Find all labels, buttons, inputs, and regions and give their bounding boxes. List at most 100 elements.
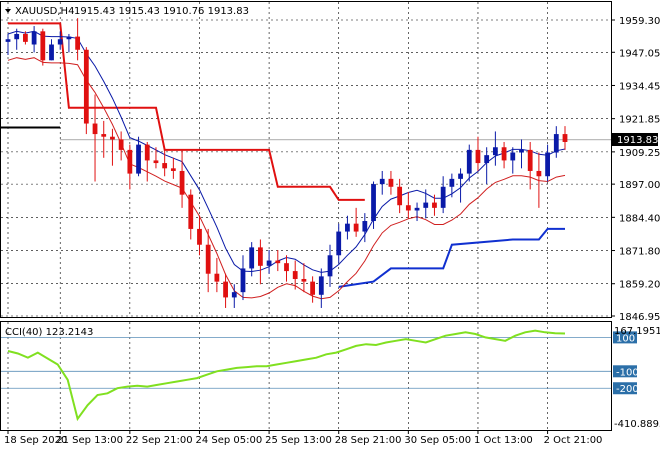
price-tick-label: 1947.05 <box>619 48 660 59</box>
candle-body <box>92 123 98 135</box>
candle-body <box>144 144 150 161</box>
dropdown-triangle-icon[interactable] <box>5 9 11 13</box>
time-tick-label: 1 Oct 13:00 <box>474 435 533 446</box>
candle-body <box>510 152 516 161</box>
candle <box>284 255 289 282</box>
candle <box>101 120 107 158</box>
candle-body <box>23 33 28 42</box>
price-tick-label: 1897.00 <box>619 180 660 191</box>
candle <box>519 139 524 169</box>
candle-body <box>257 247 263 266</box>
candle-body <box>458 173 463 179</box>
candle <box>353 207 359 237</box>
candle <box>83 47 89 135</box>
candle-body <box>362 221 368 232</box>
candle <box>423 189 429 219</box>
candle-body <box>405 205 411 211</box>
time-tick-label: 24 Sep 05:00 <box>195 435 262 446</box>
cci-label: CCI(40) 123.2143 <box>5 327 93 338</box>
candle-body <box>14 33 20 40</box>
time-tick-label: 22 Sep 21:00 <box>126 435 193 446</box>
cci-level-tag <box>613 331 637 344</box>
current-price-label: 1913.83 <box>617 135 658 146</box>
candle <box>223 273 228 308</box>
candle-body <box>327 255 333 277</box>
candle-body <box>223 281 228 298</box>
cci-level-tag <box>613 365 637 378</box>
candle <box>136 136 141 177</box>
time-tick-label: 28 Sep 21:00 <box>335 435 402 446</box>
candle-body <box>110 136 115 140</box>
candle-body <box>66 36 72 40</box>
candle-body <box>284 263 289 272</box>
candle-body <box>83 49 89 124</box>
time-tick-label: 25 Sep 13:00 <box>265 435 332 446</box>
candle-body <box>5 39 11 42</box>
candle <box>432 194 437 216</box>
candle-body <box>553 134 559 153</box>
candle-body <box>492 147 498 156</box>
price-tick-label: 1846.95 <box>619 312 660 323</box>
stop-line-down <box>8 22 365 201</box>
symbol-label: XAUUSD,H4 <box>15 6 74 17</box>
candle-body <box>57 39 63 45</box>
candle-body <box>562 134 568 142</box>
candle <box>231 284 237 308</box>
candle <box>144 141 150 182</box>
candle <box>214 257 220 293</box>
price-tick-label: 1921.85 <box>619 115 660 126</box>
cci-line <box>7 329 566 422</box>
candle <box>301 263 307 293</box>
candle <box>249 242 255 277</box>
candle-body <box>136 144 141 174</box>
candle <box>179 149 185 208</box>
time-tick-label: 2 Oct 21:00 <box>544 435 603 446</box>
candle <box>510 147 516 174</box>
candle-body <box>240 268 246 293</box>
candle <box>310 276 316 303</box>
cci-levels: 100 -100 -200 <box>1 331 639 395</box>
candle <box>23 31 28 45</box>
cci-level-tag <box>613 382 637 395</box>
candle-body <box>292 271 298 279</box>
candle <box>40 28 46 66</box>
candle <box>127 144 133 190</box>
candle <box>405 192 411 219</box>
candle-body <box>170 168 176 171</box>
candle <box>197 215 202 256</box>
price-tick-label: 1871.80 <box>619 247 660 258</box>
candle <box>327 244 333 287</box>
candle <box>57 31 63 50</box>
candle-body <box>353 223 359 232</box>
candle <box>345 215 350 240</box>
cci-level-label: 100 <box>616 333 635 344</box>
candle <box>275 250 281 272</box>
candle <box>362 213 368 243</box>
candle <box>188 189 194 240</box>
candle <box>266 250 272 274</box>
candle-body <box>118 139 124 150</box>
candle-body <box>49 44 54 61</box>
candle-body <box>301 278 307 282</box>
candle <box>66 33 72 53</box>
candle-body <box>371 184 376 222</box>
candle-body <box>275 260 281 264</box>
candle-body <box>379 178 385 185</box>
candle <box>449 173 455 198</box>
candle <box>527 141 533 190</box>
candle <box>440 176 446 214</box>
candle <box>110 128 115 166</box>
cci-series-line <box>7 329 566 422</box>
candle-body <box>545 152 550 177</box>
price-panel-frame <box>0 1 612 318</box>
candle-body <box>162 163 168 169</box>
candle-body <box>527 149 533 171</box>
candles <box>5 18 568 308</box>
price-tick-label: 1934.45 <box>619 81 660 92</box>
ohlc-label: 1915.43 1915.43 1910.76 1913.83 <box>74 6 249 17</box>
candle <box>240 255 246 301</box>
candle-body <box>345 223 350 232</box>
candle <box>49 39 54 61</box>
candle <box>318 268 324 308</box>
